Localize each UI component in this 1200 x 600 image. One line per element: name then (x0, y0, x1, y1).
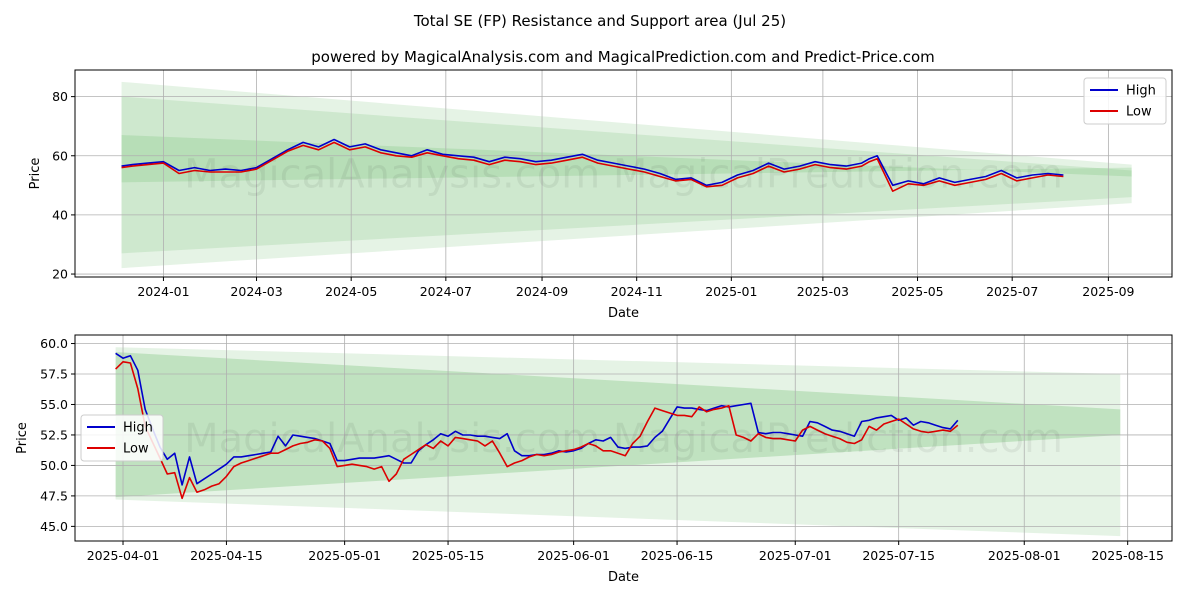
x-tick-label: 2025-05-01 (308, 548, 381, 563)
y-tick-label: 40 (52, 207, 68, 222)
plot-area (75, 70, 1172, 277)
series-line-high (121, 138, 1064, 187)
chart-title: Total SE (FP) Resistance and Support are… (413, 12, 786, 30)
x-tick-label: 2024-09 (516, 284, 568, 299)
x-tick-label: 2025-03 (797, 284, 849, 299)
y-tick-label: 52.5 (40, 427, 68, 442)
legend: High Low (80, 414, 164, 462)
legend-label-low: Low (123, 442, 149, 457)
legend: High Low (1083, 77, 1167, 125)
x-tick-label: 2025-05-15 (412, 548, 485, 563)
watermark: MagicalAnalysis.com MagicalPrediction.co… (184, 416, 1063, 462)
legend-label-high: High (1126, 84, 1156, 99)
x-tick-label: 2024-07 (420, 284, 472, 299)
y-tick-label: 60 (52, 148, 68, 163)
x-tick-label: 2025-06-01 (537, 548, 610, 563)
y-tick-label: 60.0 (40, 336, 68, 351)
x-tick-label: 2025-05 (891, 284, 943, 299)
x-tick-label: 2025-01 (705, 284, 757, 299)
legend-label-high: High (123, 421, 153, 436)
y-tick-label: 47.5 (40, 488, 68, 503)
x-tick-label: 2024-03 (230, 284, 282, 299)
plot-frame (74, 69, 1173, 278)
y-tick-label: 57.5 (40, 367, 68, 382)
y-tick-label: 45.0 (40, 519, 68, 534)
x-tick-label: 2025-09 (1082, 284, 1134, 299)
x-tick-label: 2025-07-15 (862, 548, 935, 563)
x-tick-label: 2025-04-01 (87, 548, 160, 563)
chart-subtitle: powered by MagicalAnalysis.com and Magic… (311, 48, 935, 66)
plot-area (75, 335, 1172, 541)
series-line-low (115, 361, 959, 500)
x-tick-label: 2025-07 (986, 284, 1038, 299)
x-tick-label: 2025-08-01 (988, 548, 1061, 563)
plot-frame (74, 334, 1173, 542)
x-tick-label: 2025-06-15 (641, 548, 714, 563)
x-tick-label: 2025-04-15 (190, 548, 263, 563)
x-tick-label: 2024-05 (325, 284, 377, 299)
bottom-panel: MagicalAnalysis.com MagicalPrediction.co… (15, 334, 1173, 585)
x-tick-label: 2024-01 (137, 284, 189, 299)
x-tick-label: 2024-11 (611, 284, 663, 299)
series-line-low (121, 141, 1064, 192)
support-resistance-band-1 (115, 352, 1121, 498)
y-tick-label: 55.0 (40, 397, 68, 412)
y-tick-label: 80 (52, 89, 68, 104)
support-resistance-band-0 (115, 347, 1121, 537)
y-tick-label: 50.0 (40, 458, 68, 473)
watermark: MagicalAnalysis.com MagicalPrediction.co… (184, 152, 1063, 198)
x-axis-label: Date (608, 570, 639, 585)
support-resistance-band-1 (121, 96, 1132, 254)
y-axis-label: Price (15, 422, 30, 454)
support-resistance-band-0 (121, 81, 1132, 269)
legend-label-low: Low (1126, 105, 1152, 120)
x-axis-label: Date (608, 306, 639, 321)
x-tick-label: 2025-08-15 (1091, 548, 1164, 563)
x-tick-label: 2025-07-01 (759, 548, 832, 563)
y-axis-label: Price (28, 158, 43, 190)
y-tick-label: 20 (52, 267, 68, 282)
top-panel: MagicalAnalysis.com MagicalPrediction.co… (28, 69, 1173, 321)
